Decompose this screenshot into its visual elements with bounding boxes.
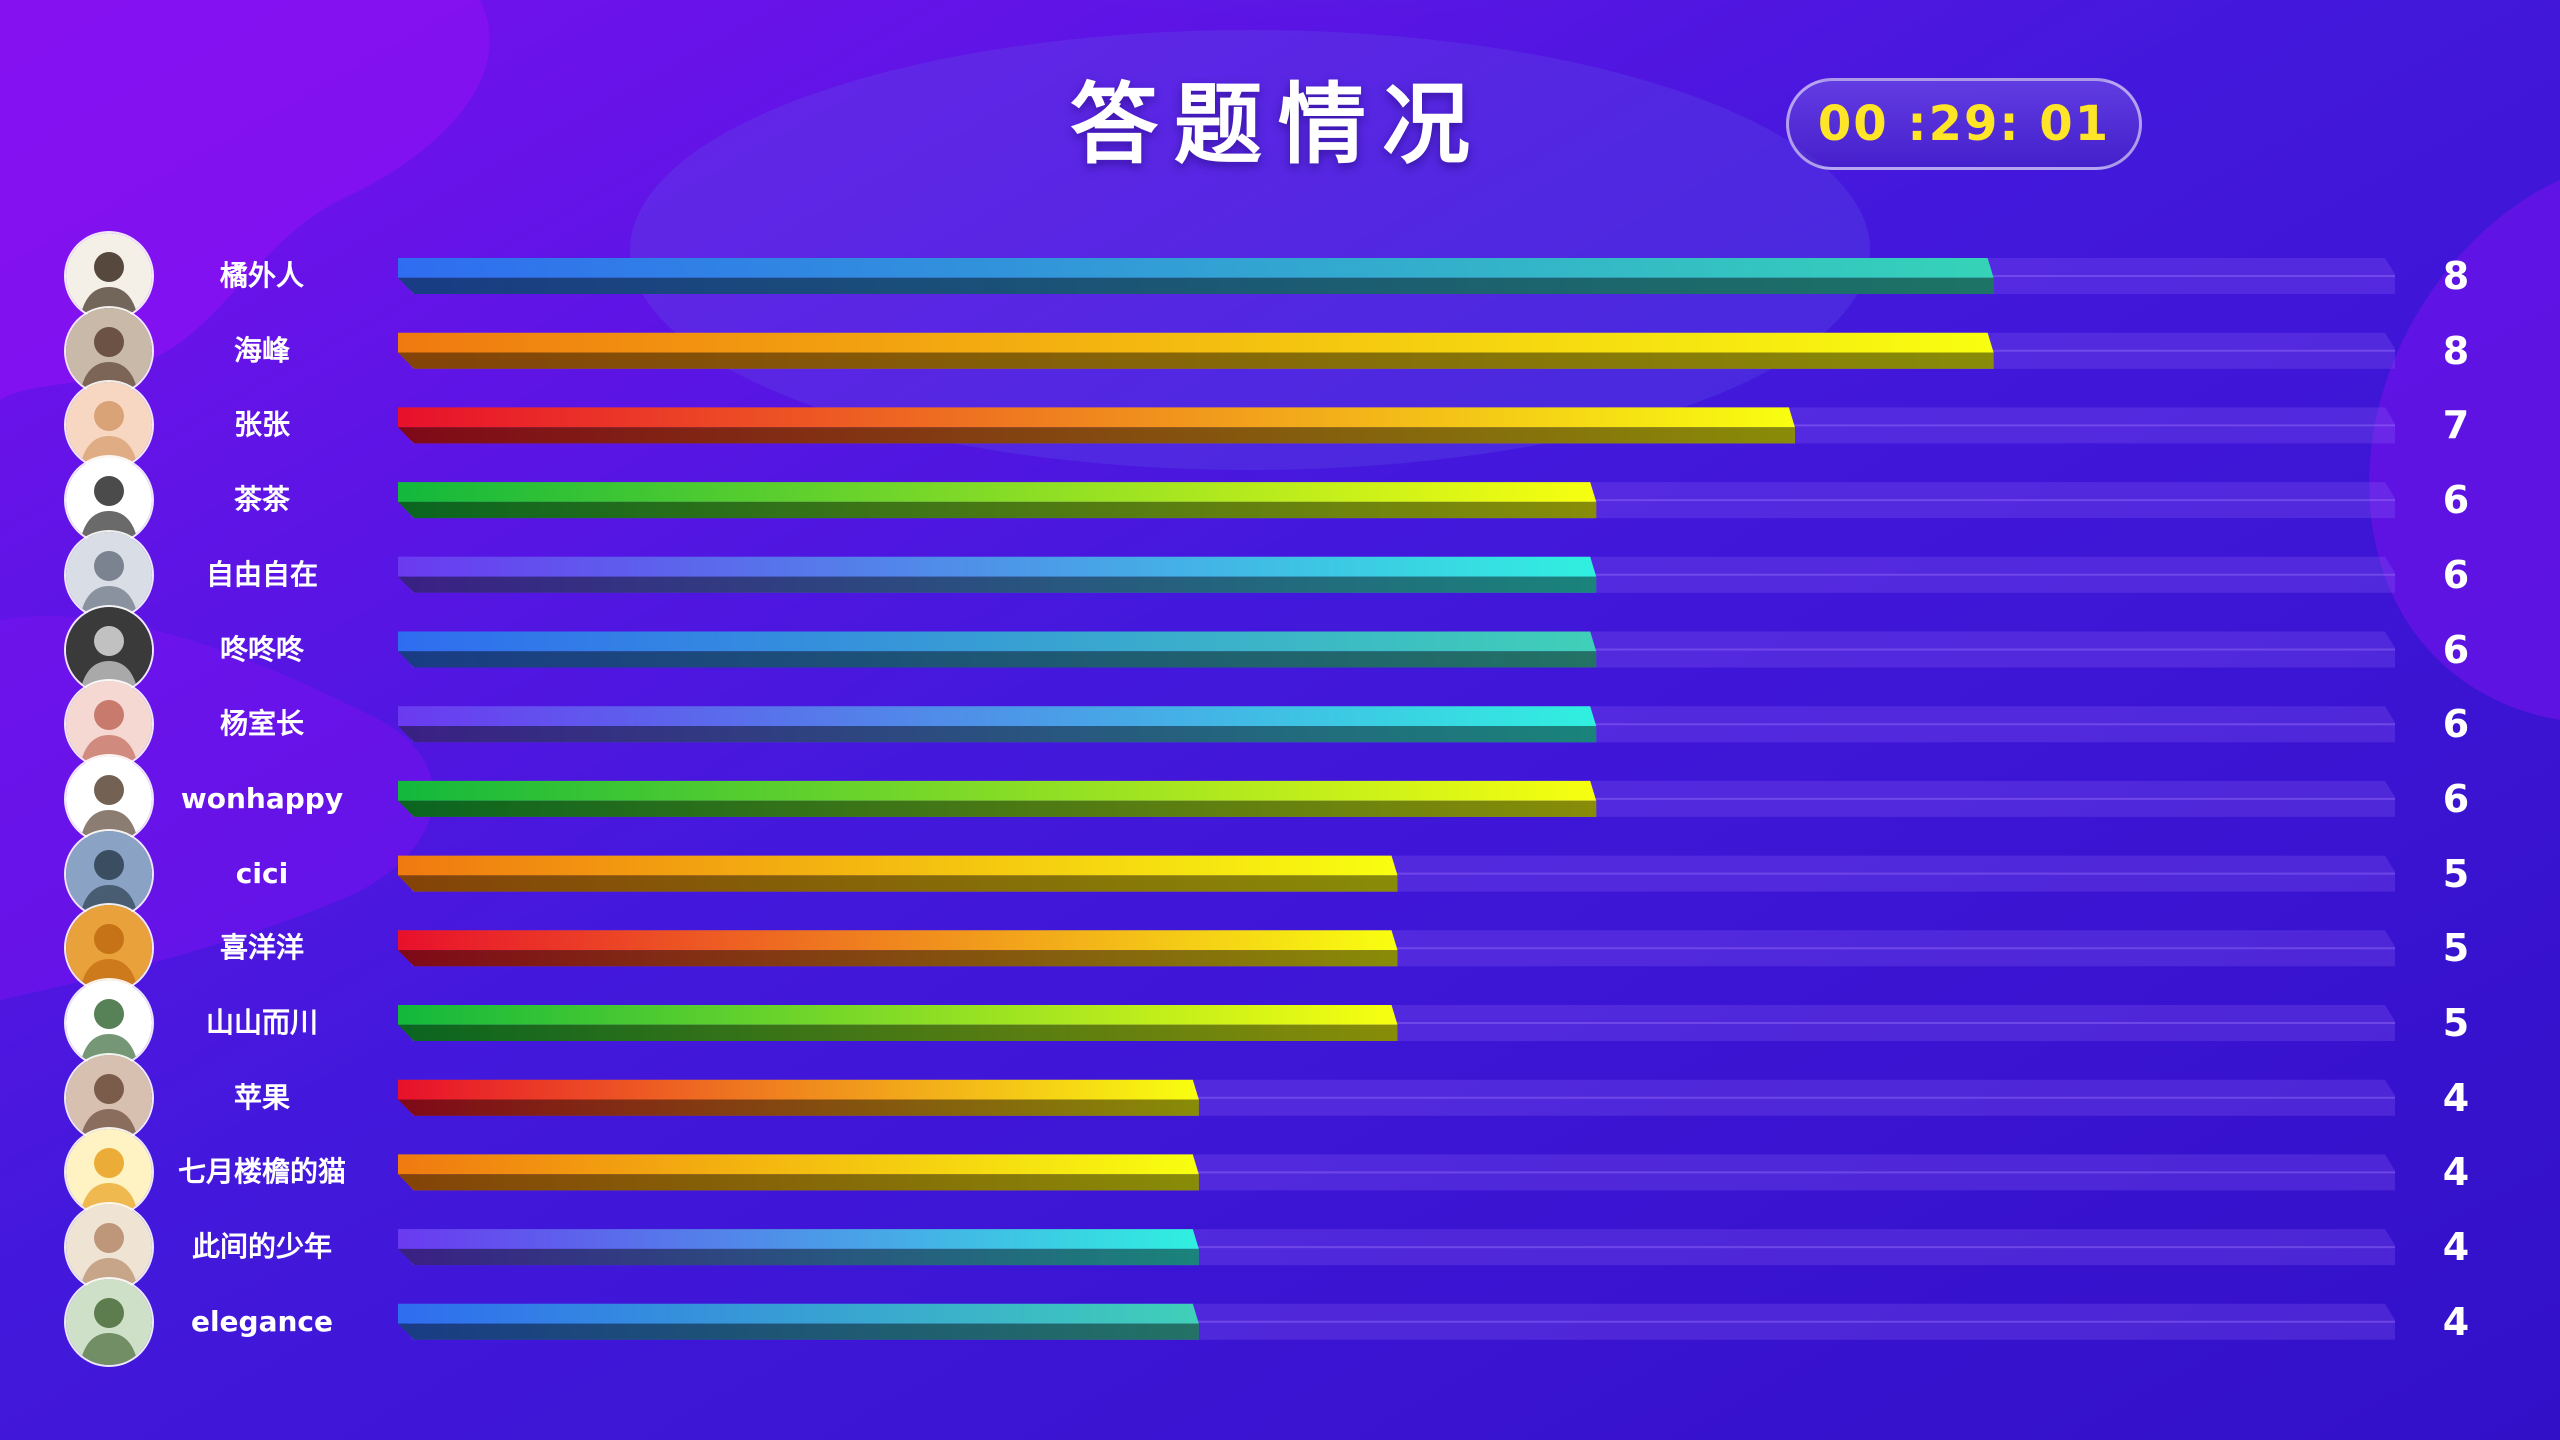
- cartoon-boy-avatar-icon: [66, 233, 152, 319]
- score-label: 6: [2442, 478, 2470, 523]
- score-label: 6: [2442, 627, 2470, 672]
- score-label: 5: [2442, 1001, 2470, 1045]
- city-photo-avatar-icon: [66, 830, 152, 917]
- countdown-timer: 00 :29: 01: [1786, 78, 2142, 170]
- score-label: 4: [2442, 1225, 2470, 1270]
- score-label: 6: [2442, 776, 2470, 821]
- participant-name: 茶茶: [233, 483, 290, 517]
- score-label: 5: [2442, 851, 2470, 896]
- cartoon-duck-avatar-icon: [66, 1129, 152, 1216]
- anime-girl-avatar-icon: [66, 382, 152, 469]
- couple-photo-avatar-icon: [66, 1054, 152, 1141]
- portrait-avatar-icon: [66, 531, 152, 618]
- participant-name: 张张: [233, 408, 290, 442]
- participant-name: 此间的少年: [191, 1230, 332, 1264]
- participant-name: wonhappy: [180, 781, 344, 815]
- participant-name: 自由自在: [205, 557, 318, 591]
- participant-name: 海峰: [233, 333, 290, 367]
- participant-name: cici: [235, 856, 289, 890]
- score-label: 4: [2442, 1150, 2470, 1195]
- score-label: 6: [2442, 702, 2470, 747]
- participant-name: 山山而川: [205, 1006, 318, 1039]
- page-title: 答题情况: [1070, 73, 1487, 176]
- participant-name: 杨室长: [219, 707, 304, 741]
- mr-x-logo-avatar-icon: [66, 457, 152, 544]
- score-label: 8: [2442, 328, 2470, 373]
- girl-photo-avatar-icon: [66, 681, 152, 768]
- score-label: 6: [2442, 552, 2470, 597]
- score-label: 5: [2442, 926, 2470, 971]
- plant-portrait-avatar-icon: [66, 1278, 152, 1365]
- participant-name: 苹果: [233, 1080, 290, 1114]
- cat-paw-avatar-icon: [66, 1204, 152, 1291]
- score-label: 4: [2442, 1075, 2470, 1120]
- cartoon-sheep-avatar-icon: [66, 905, 152, 992]
- score-label: 4: [2442, 1299, 2470, 1344]
- participant-name: 咚咚咚: [219, 632, 304, 666]
- participant-name: 七月楼檐的猫: [177, 1155, 346, 1189]
- participant-name: elegance: [190, 1304, 334, 1338]
- cartoon-girl-avatar-icon: [66, 980, 152, 1066]
- participant-name: 喜洋洋: [219, 931, 304, 965]
- participant-name: 橘外人: [219, 259, 304, 292]
- group-photo-avatar-icon: [66, 307, 152, 394]
- score-label: 8: [2442, 254, 2470, 298]
- cartoon-family-avatar-icon: [66, 755, 152, 842]
- score-label: 7: [2442, 403, 2470, 448]
- silhouette-avatar-icon: [66, 606, 152, 693]
